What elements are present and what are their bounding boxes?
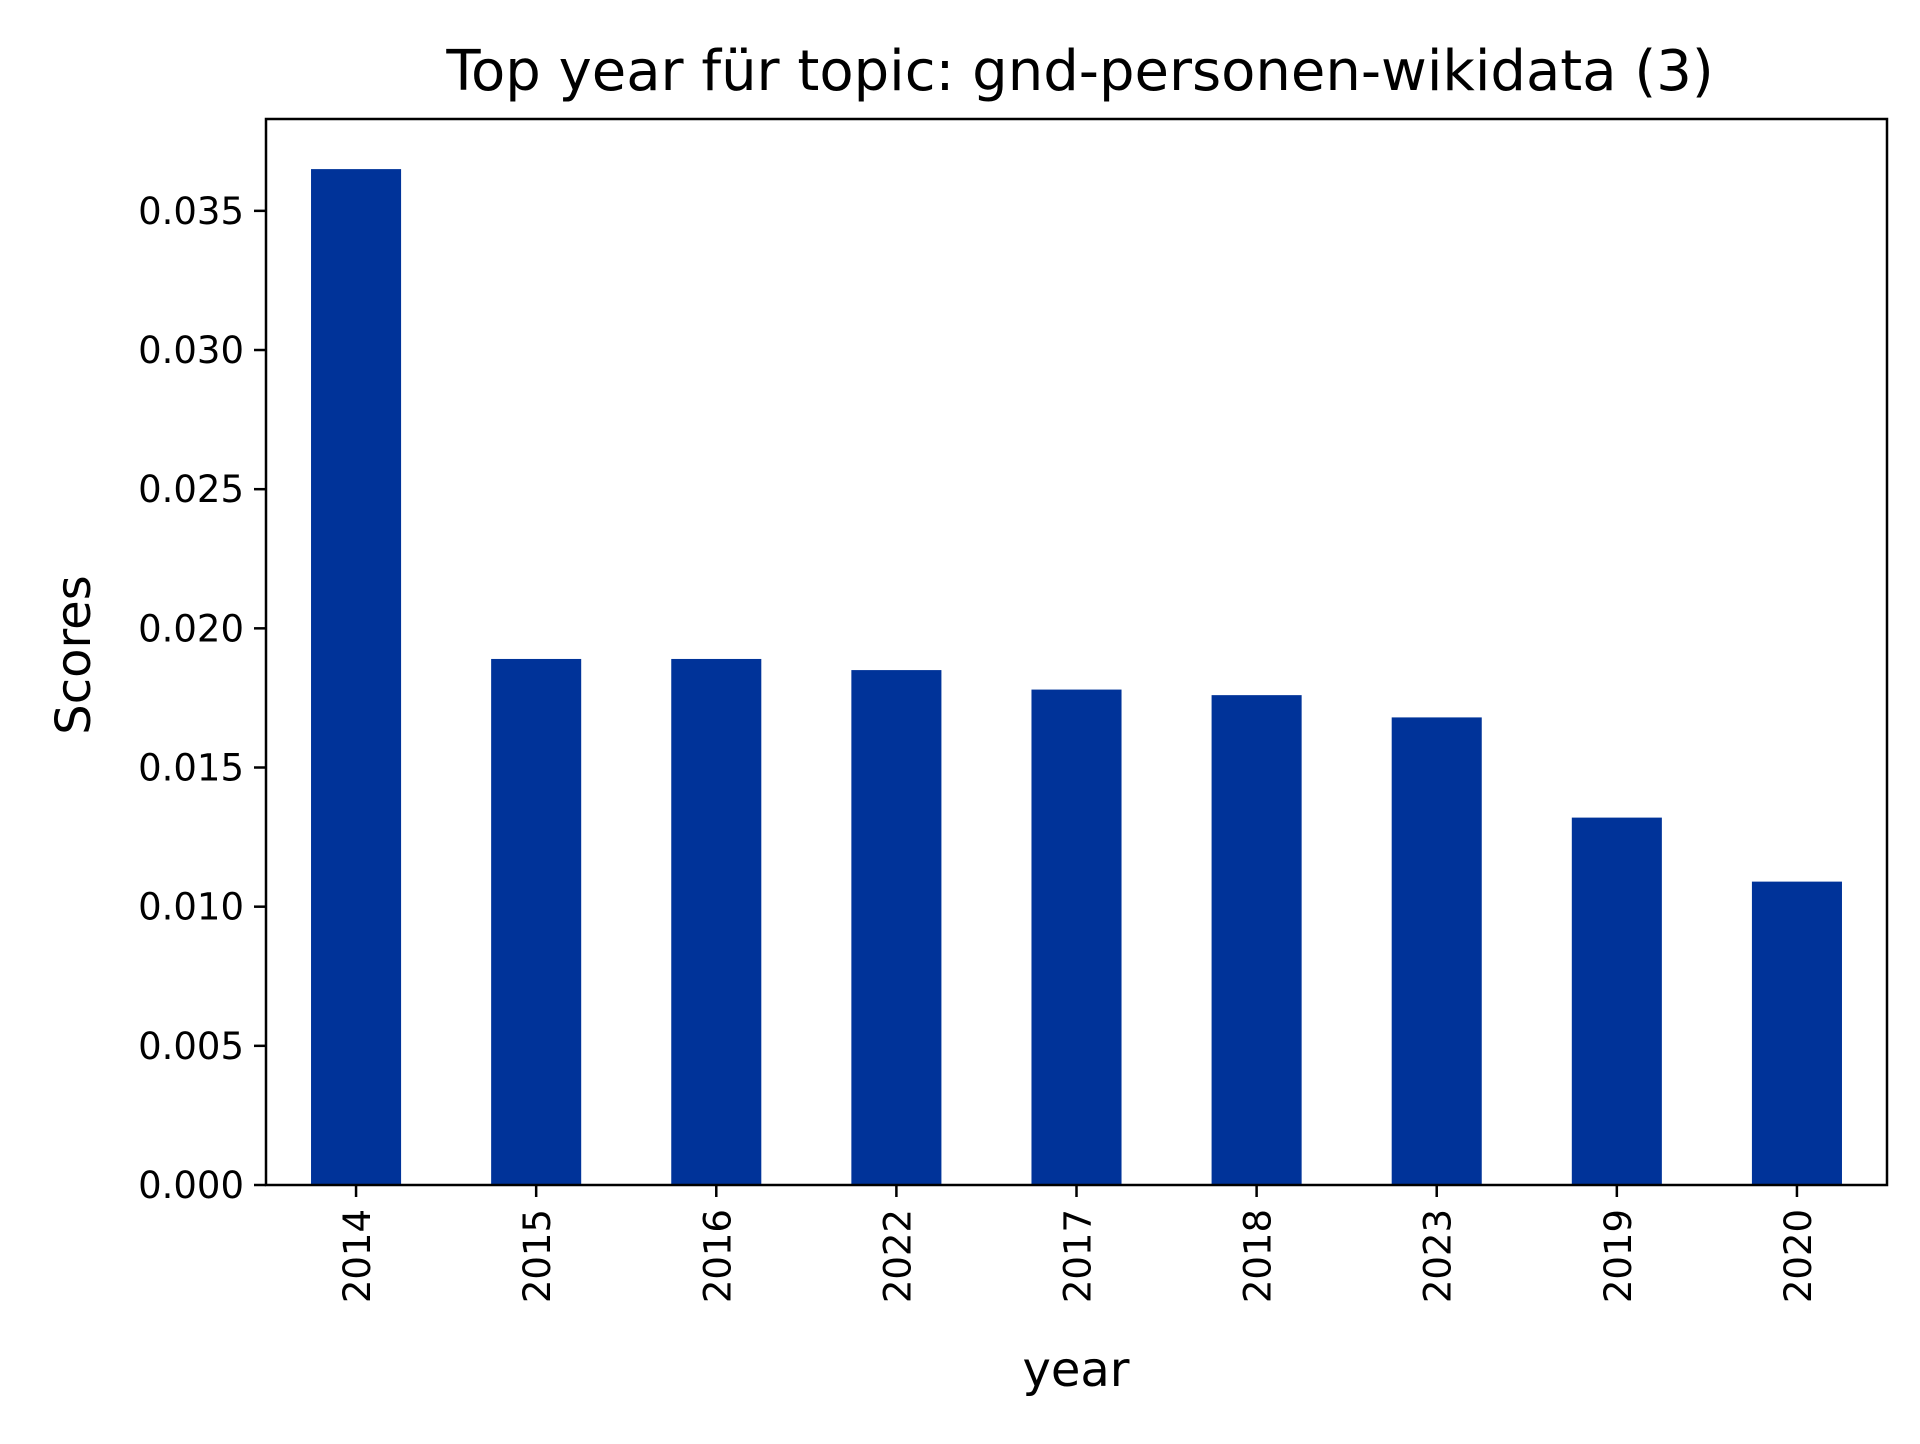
bar-2018 [1211,695,1302,1185]
x-tick-label: 2019 [1597,1209,1640,1303]
bar-2016 [671,658,762,1185]
x-axis-label: year [1022,1342,1129,1398]
y-tick-label: 0.010 [138,886,244,929]
x-tick-label: 2023 [1417,1209,1460,1303]
bar-2015 [491,658,582,1185]
y-tick-label: 0.000 [138,1164,244,1207]
bars [311,169,1842,1185]
x-tick-label: 2015 [516,1209,559,1303]
x-tick-label: 2018 [1237,1209,1280,1303]
bar-2014 [311,169,402,1185]
x-tick-label: 2017 [1057,1209,1100,1303]
bar-2022 [851,670,942,1185]
chart-title: Top year für topic: gnd-personen-wikidat… [445,39,1713,104]
y-tick-label: 0.005 [138,1025,244,1068]
y-tick-label: 0.020 [138,607,244,650]
x-tick-label: 2016 [696,1209,739,1303]
bar-2019 [1571,817,1662,1185]
y-tick-label: 0.025 [138,468,244,511]
y-tick-label: 0.030 [138,329,244,372]
y-tick-label: 0.035 [138,190,244,233]
bar-2020 [1751,881,1842,1185]
x-axis: 2014 2015 2016 2022 2017 2018 2023 2019 2020 [336,1185,1820,1303]
y-tick-label: 0.015 [138,747,244,790]
y-axis: 0.000 0.005 0.010 0.015 0.020 0.025 0.030 0.035 [138,190,266,1207]
y-axis-label: Scores [46,575,102,734]
bar-2017 [1031,689,1122,1185]
x-tick-label: 2020 [1777,1209,1820,1303]
x-tick-label: 2022 [876,1209,919,1303]
x-tick-label: 2014 [336,1209,379,1303]
plot-frame [264,117,1889,1187]
bar-2023 [1391,717,1482,1185]
